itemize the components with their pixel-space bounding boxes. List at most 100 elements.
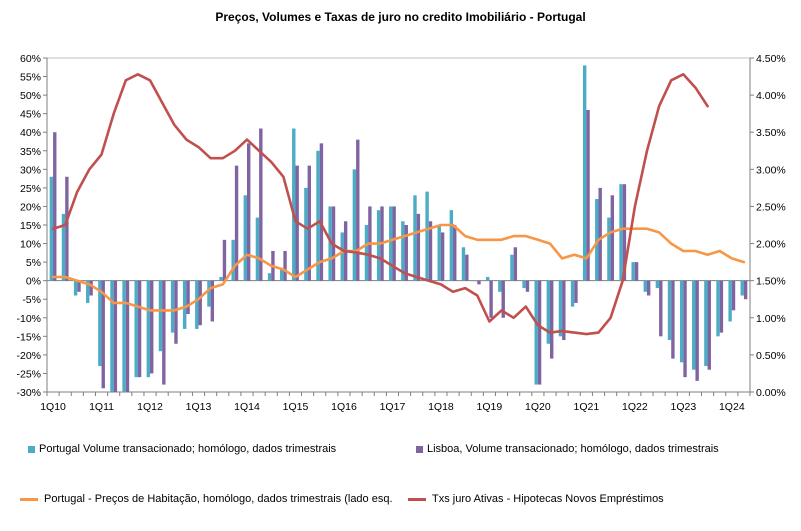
bar-lisboa-volume xyxy=(150,280,154,374)
x-axis-tick-label: 1Q10 xyxy=(40,401,66,413)
bar-portugal-volume xyxy=(437,225,441,281)
bar-portugal-volume xyxy=(631,262,635,281)
bar-lisboa-volume xyxy=(537,280,542,385)
bar-lisboa-volume xyxy=(683,280,687,378)
bar-portugal-volume xyxy=(146,280,151,378)
line-portugal-prices xyxy=(51,223,746,312)
bar-portugal-volume xyxy=(98,280,102,367)
left-axis-tick-label: 50% xyxy=(20,90,41,102)
bar-portugal-volume xyxy=(498,280,502,292)
bar-lisboa-volume xyxy=(659,280,663,337)
bar-portugal-volume xyxy=(110,280,114,392)
bar-lisboa-volume xyxy=(392,206,396,281)
right-axis-tick-label: 3.50% xyxy=(756,127,786,139)
bar-portugal-volume xyxy=(461,247,466,281)
bar-lisboa-volume xyxy=(646,280,651,296)
bar-portugal-volume xyxy=(401,221,405,281)
bar-lisboa-volume xyxy=(198,280,202,326)
bar-lisboa-volume xyxy=(259,128,263,281)
bar-lisboa-volume xyxy=(404,225,408,281)
bar-lisboa-volume xyxy=(525,280,530,292)
bar-lisboa-volume xyxy=(186,280,190,315)
x-axis-tick-label: 1Q18 xyxy=(428,401,454,413)
bar-lisboa-volume xyxy=(440,232,445,281)
x-axis-tick-label: 1Q21 xyxy=(574,401,600,413)
x-axis-tick-label: 1Q19 xyxy=(477,401,503,413)
bar-portugal-volume xyxy=(292,128,296,281)
right-axis-tick-label: 0.50% xyxy=(756,350,786,362)
bar-portugal-volume xyxy=(582,65,587,281)
bar-lisboa-volume xyxy=(234,165,239,281)
left-axis-tick-label: 0% xyxy=(26,276,41,288)
left-axis-tick-label: 20% xyxy=(20,201,41,213)
bar-portugal-volume xyxy=(389,206,393,281)
bar-portugal-volume xyxy=(546,280,551,344)
bar-lisboa-volume xyxy=(428,221,433,281)
bar-lisboa-volume xyxy=(222,239,227,281)
bar-lisboa-volume xyxy=(489,280,493,318)
bar-portugal-volume xyxy=(316,150,320,281)
left-axis-tick-label: -30% xyxy=(16,387,41,399)
left-axis-tick-label: 10% xyxy=(20,239,41,251)
bar-portugal-volume xyxy=(716,280,720,337)
bar-portugal-volume xyxy=(122,280,126,392)
left-axis-tick-label: -15% xyxy=(16,331,41,343)
bar-portugal-volume xyxy=(510,254,514,281)
bar-lisboa-volume xyxy=(465,254,469,281)
bar-portugal-volume xyxy=(558,280,563,337)
right-axis-tick-label: 1.50% xyxy=(756,276,786,288)
left-axis-tick-label: 55% xyxy=(20,72,41,84)
bar-lisboa-volume xyxy=(356,139,360,281)
bar-portugal-volume xyxy=(425,191,429,281)
bar-portugal-volume xyxy=(255,217,260,281)
bar-lisboa-volume xyxy=(622,184,627,281)
x-axis-tick-label: 1Q22 xyxy=(622,401,648,413)
bar-portugal-volume xyxy=(679,280,684,363)
right-axis-tick-label: 2.50% xyxy=(756,201,786,213)
bar-lisboa-volume xyxy=(283,250,287,281)
bar-portugal-volume xyxy=(667,280,672,341)
bar-portugal-volume xyxy=(328,206,332,281)
bar-portugal-volume xyxy=(182,280,187,329)
bar-lisboa-volume xyxy=(307,165,311,281)
bar-portugal-volume xyxy=(304,187,308,281)
left-axis-tick-label: 30% xyxy=(20,164,41,176)
legend-label-portugal-prices: Portugal - Preços de Habitação, homólogo… xyxy=(44,493,393,505)
bar-lisboa-volume xyxy=(416,213,421,281)
left-axis-tick-label: 15% xyxy=(20,220,41,232)
bar-portugal-volume xyxy=(740,280,744,296)
bar-portugal-volume xyxy=(352,169,357,281)
bar-portugal-volume xyxy=(86,280,90,303)
left-axis-tick-label: 60% xyxy=(20,53,41,65)
bar-lisboa-volume xyxy=(125,280,130,392)
bar-lisboa-volume xyxy=(610,195,615,281)
bar-portugal-volume xyxy=(595,199,599,281)
x-axis-tick-label: 1Q11 xyxy=(89,401,114,413)
x-axis-tick-label: 1Q14 xyxy=(234,401,260,413)
bar-portugal-volume xyxy=(522,280,526,289)
bar-lisboa-volume xyxy=(101,280,105,389)
left-axis-tick-label: 25% xyxy=(20,183,41,195)
x-axis-tick-label: 1Q13 xyxy=(186,401,212,413)
line-interest-rate xyxy=(51,73,709,336)
legend-swatch-interest-rate xyxy=(408,497,426,501)
bar-portugal-volume xyxy=(413,195,417,281)
left-axis-tick-label: 45% xyxy=(20,109,41,121)
bar-portugal-volume xyxy=(195,280,199,329)
left-axis-tick-label: 35% xyxy=(20,146,41,158)
right-axis-tick-label: 1.00% xyxy=(756,313,786,325)
bar-portugal-volume xyxy=(607,217,611,281)
bar-portugal-volume xyxy=(279,269,284,281)
bar-lisboa-volume xyxy=(174,280,178,344)
bar-lisboa-volume xyxy=(77,280,81,292)
legend-swatch-portugal-prices xyxy=(20,497,38,501)
bar-portugal-volume xyxy=(73,280,78,296)
bar-portugal-volume xyxy=(449,210,454,281)
legend-label-lisboa-volume: Lisboa, Volume transacionado; homólogo, … xyxy=(427,443,719,455)
bar-lisboa-volume xyxy=(501,280,505,318)
bar-lisboa-volume xyxy=(562,280,566,341)
x-axis-tick-label: 1Q23 xyxy=(670,401,696,413)
bar-lisboa-volume xyxy=(634,262,639,281)
legend-item-portugal-prices: Portugal - Preços de Habitação, homólogo… xyxy=(20,493,393,505)
